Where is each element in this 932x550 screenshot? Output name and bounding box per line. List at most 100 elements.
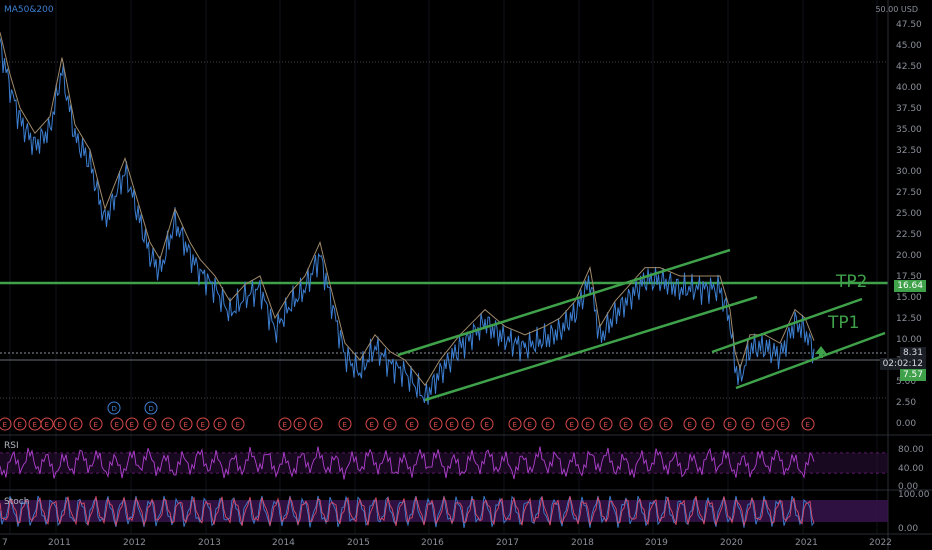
- event-marker[interactable]: [581, 417, 595, 431]
- event-marker-label: E: [45, 421, 49, 429]
- event-marker-label: E: [148, 421, 152, 429]
- stoch-title[interactable]: Stoch: [4, 497, 30, 507]
- event-marker-label: E: [283, 421, 287, 429]
- rsi-tick-80: 80.00: [898, 445, 924, 455]
- event-marker[interactable]: [179, 417, 193, 431]
- event-marker[interactable]: [599, 417, 613, 431]
- event-marker-label: E: [546, 421, 550, 429]
- event-marker[interactable]: [143, 417, 157, 431]
- event-marker-label: E: [298, 421, 302, 429]
- event-marker-label: E: [115, 421, 119, 429]
- event-marker[interactable]: [293, 417, 307, 431]
- event-marker[interactable]: [683, 417, 697, 431]
- dividend-marker[interactable]: [144, 401, 158, 415]
- event-marker[interactable]: [761, 417, 775, 431]
- price-tick-15: 10.00: [896, 335, 922, 345]
- event-marker[interactable]: [338, 417, 352, 431]
- event-marker[interactable]: [619, 417, 633, 431]
- stoch-tick-100: 100.00: [898, 490, 930, 500]
- event-marker[interactable]: [801, 417, 815, 431]
- dividend-marker-label: D: [112, 405, 117, 413]
- event-marker-label: E: [664, 421, 668, 429]
- event-marker-label: E: [586, 421, 590, 429]
- channel2-lower-line[interactable]: [735, 331, 886, 390]
- time-tick-10: 2020: [720, 538, 743, 548]
- event-marker[interactable]: [53, 417, 67, 431]
- event-marker[interactable]: [125, 417, 139, 431]
- event-marker-label: E: [166, 421, 170, 429]
- event-marker[interactable]: [278, 417, 292, 431]
- event-marker[interactable]: [445, 417, 459, 431]
- rsi-band-fill: [0, 453, 888, 473]
- price-tick-4: 37.50: [896, 104, 922, 114]
- event-marker[interactable]: [429, 417, 443, 431]
- price-tick-6: 32.50: [896, 146, 922, 156]
- event-marker-label: E: [184, 421, 188, 429]
- event-marker[interactable]: [701, 417, 715, 431]
- event-marker-label: E: [410, 421, 414, 429]
- dividend-marker[interactable]: [107, 401, 121, 415]
- event-marker-label: E: [201, 421, 205, 429]
- price-tick-18: 2.50: [896, 398, 916, 408]
- event-marker[interactable]: [69, 417, 83, 431]
- event-marker-label: E: [314, 421, 318, 429]
- event-marker[interactable]: [741, 417, 755, 431]
- rsi-title[interactable]: RSI: [4, 441, 19, 451]
- event-marker[interactable]: [40, 417, 54, 431]
- event-marker[interactable]: [565, 417, 579, 431]
- event-marker[interactable]: [196, 417, 210, 431]
- event-marker[interactable]: [89, 417, 103, 431]
- price-series-line: [0, 38, 815, 405]
- time-tick-11: 2021: [795, 538, 818, 548]
- channel2-upper-line[interactable]: [711, 297, 863, 354]
- event-marker[interactable]: [659, 417, 673, 431]
- time-tick-1: 2011: [48, 538, 71, 548]
- event-marker-label: E: [370, 421, 374, 429]
- event-marker[interactable]: [231, 417, 245, 431]
- event-marker[interactable]: [13, 417, 27, 431]
- event-marker[interactable]: [405, 417, 419, 431]
- time-tick-0: 7: [2, 538, 8, 548]
- event-marker-label: E: [528, 421, 532, 429]
- event-marker-label: E: [604, 421, 608, 429]
- price-tick-9: 25.00: [896, 209, 922, 219]
- event-marker[interactable]: [161, 417, 175, 431]
- event-marker[interactable]: [639, 417, 653, 431]
- event-marker[interactable]: [213, 417, 227, 431]
- tp2-price-tag: 16.64: [894, 280, 926, 292]
- event-marker-label: E: [706, 421, 710, 429]
- event-marker-label: E: [766, 421, 770, 429]
- time-tick-3: 2013: [198, 538, 221, 548]
- price-tick-2: 42.50: [896, 62, 922, 72]
- event-marker[interactable]: [110, 417, 124, 431]
- event-marker[interactable]: [0, 417, 12, 431]
- event-marker[interactable]: [383, 417, 397, 431]
- price-tick-17: 5.00: [896, 377, 916, 387]
- time-tick-8: 2018: [571, 538, 594, 548]
- event-marker-label: E: [388, 421, 392, 429]
- price-tick-10: 22.50: [896, 230, 922, 240]
- price-tick-13: 15.00: [896, 293, 922, 303]
- event-marker[interactable]: [365, 417, 379, 431]
- event-marker[interactable]: [309, 417, 323, 431]
- rsi-tick-40: 40.00: [898, 464, 924, 474]
- channel-lower-line[interactable]: [424, 295, 758, 402]
- indicator-label[interactable]: MA50&200: [4, 5, 54, 15]
- event-marker-label: E: [74, 421, 78, 429]
- event-marker[interactable]: [508, 417, 522, 431]
- time-tick-2: 2012: [123, 538, 146, 548]
- price-tick-3: 40.00: [896, 83, 922, 93]
- price-tick-14: 12.50: [896, 314, 922, 324]
- event-marker[interactable]: [480, 417, 494, 431]
- event-marker-label: E: [236, 421, 240, 429]
- event-marker[interactable]: [541, 417, 555, 431]
- event-marker[interactable]: [776, 417, 790, 431]
- time-tick-12: 2022: [869, 538, 892, 548]
- channel-upper-line[interactable]: [397, 248, 731, 357]
- event-marker[interactable]: [523, 417, 537, 431]
- event-marker[interactable]: [723, 417, 737, 431]
- event-marker-label: E: [746, 421, 750, 429]
- event-marker[interactable]: [461, 417, 475, 431]
